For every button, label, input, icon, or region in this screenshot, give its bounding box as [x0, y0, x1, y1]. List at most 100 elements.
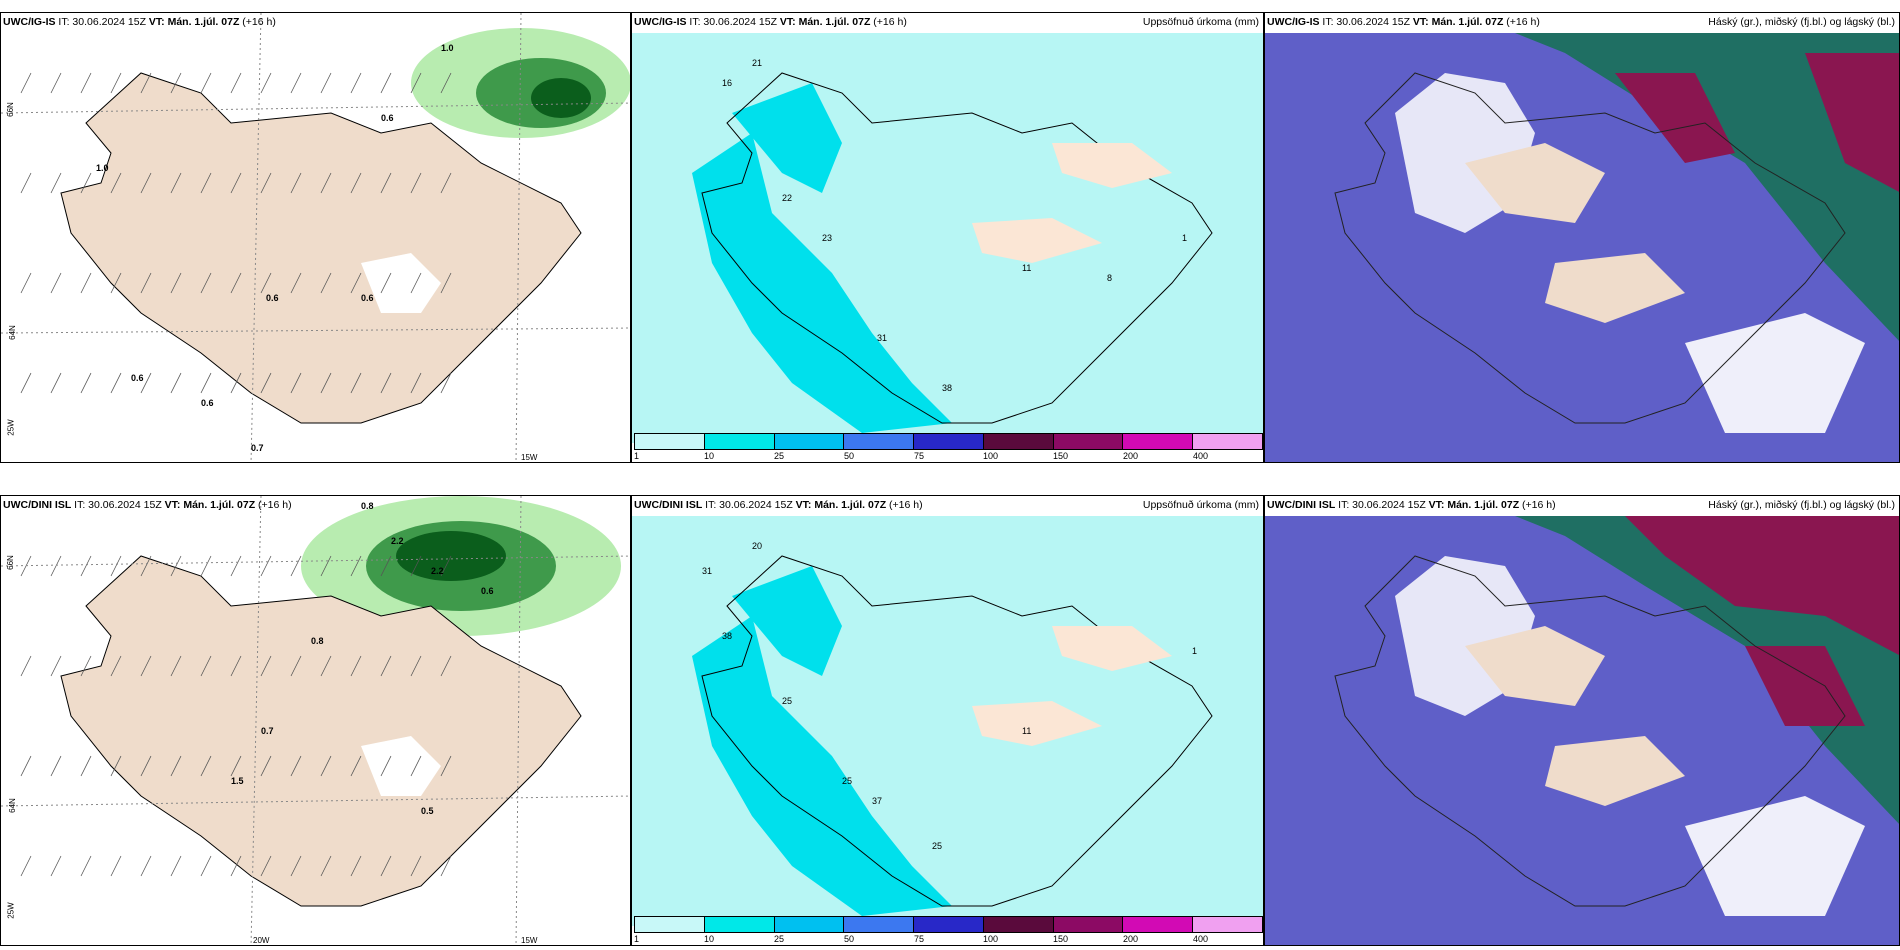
precip-value: 11	[1022, 726, 1032, 736]
colorbar-cell	[1193, 917, 1263, 932]
cloud-title: Háský (gr.), miðský (fj.bl.) og lágský (…	[1708, 16, 1895, 28]
wind-value: 2.2	[391, 536, 404, 546]
colorbar-label: 150	[1053, 934, 1069, 944]
wind-value: 2.2	[431, 566, 444, 576]
colorbar-label: 75	[914, 451, 925, 461]
colorbar-label: 10	[704, 451, 715, 461]
precip-title: Uppsöfnuð úrkoma (mm)	[1142, 16, 1259, 28]
panel-title: UWC/DINI ISL IT: 30.06.2024 15Z VT: Mán.…	[1267, 499, 1556, 511]
precip-value: 1	[1182, 233, 1188, 243]
cloud-panel-row2: UWC/DINI ISL IT: 30.06.2024 15Z VT: Mán.…	[1264, 495, 1900, 946]
precip-value: 37	[872, 796, 883, 806]
wind-value: 0.5	[421, 806, 434, 816]
panel-title: UWC/IG-IS IT: 30.06.2024 15Z VT: Mán. 1.…	[1267, 16, 1540, 28]
precip-value: 38	[722, 631, 733, 641]
panel-title: UWC/DINI ISL IT: 30.06.2024 15Z VT: Mán.…	[634, 499, 923, 511]
lat-label: 64N	[7, 325, 17, 340]
wind-value: 0.6	[201, 398, 214, 408]
precip-value: 31	[877, 333, 888, 343]
cloud-map	[1265, 33, 1899, 462]
wind-value: 0.6	[381, 113, 394, 123]
precip-title: Uppsöfnuð úrkoma (mm)	[1142, 499, 1259, 511]
precip-panel-row1: UWC/IG-IS IT: 30.06.2024 15Z VT: Mán. 1.…	[631, 12, 1264, 463]
precip-value: 23	[822, 233, 833, 243]
wind-value: 1.0	[441, 43, 454, 53]
wind-value: 0.8	[311, 636, 324, 646]
colorbar-label: 100	[983, 451, 999, 461]
precip-map	[632, 516, 1263, 926]
cloud-map	[1265, 516, 1899, 945]
colorbar-cell	[1053, 434, 1124, 449]
colorbar-cell	[704, 434, 775, 449]
wind-panel-row1: UWC/IG-IS IT: 30.06.2024 15Z VT: Mán. 1.…	[0, 12, 631, 463]
precip-value: 8	[1107, 273, 1113, 283]
precip-value: 1	[1192, 646, 1198, 656]
colorbar-cell	[983, 434, 1054, 449]
precip-value: 11	[1022, 263, 1032, 273]
colorbar-cell	[774, 434, 845, 449]
colorbar-label: 10	[704, 934, 715, 944]
colorbar-label: 1	[634, 451, 640, 461]
colorbar-cell	[844, 434, 915, 449]
colorbar-cell	[774, 917, 845, 932]
colorbar-cell	[914, 434, 984, 449]
wind-value: 1.5	[231, 776, 244, 786]
colorbar-cell	[635, 434, 705, 449]
colorbar-label: 1	[634, 934, 640, 944]
colorbar-cell	[1053, 917, 1124, 932]
precip-map	[632, 33, 1263, 443]
colorbar-label: 50	[844, 451, 855, 461]
colorbar-label: 400	[1193, 451, 1209, 461]
colorbar-cell	[1123, 434, 1194, 449]
panel-title: UWC/DINI ISL IT: 30.06.2024 15Z VT: Mán.…	[3, 499, 292, 511]
lon-label: 15W	[521, 936, 538, 945]
precip-value: 21	[752, 58, 763, 68]
colorbar	[634, 916, 1263, 933]
colorbar-label: 200	[1123, 451, 1139, 461]
precip-value: 25	[842, 776, 853, 786]
lon-label: 20W	[253, 936, 270, 945]
lat-label: 25W	[6, 419, 16, 436]
colorbar-label: 75	[914, 934, 925, 944]
colorbar-label: 50	[844, 934, 855, 944]
lat-label: 66N	[5, 555, 15, 570]
colorbar-labels: 1 10 25 50 75 100 150 200 400	[634, 934, 1263, 945]
colorbar-label: 25	[774, 934, 785, 944]
lat-label: 66N	[5, 102, 15, 117]
colorbar-cell	[1193, 434, 1263, 449]
precip-value: 31	[702, 566, 713, 576]
precip-value: 20	[752, 541, 763, 551]
colorbar	[634, 433, 1263, 450]
wind-value: 0.6	[131, 373, 144, 383]
precip-value: 25	[932, 841, 943, 851]
colorbar-cell	[635, 917, 705, 932]
colorbar-cell	[704, 917, 775, 932]
lat-label: 25W	[6, 902, 16, 919]
wind-panel-row2: UWC/DINI ISL IT: 30.06.2024 15Z VT: Mán.…	[0, 495, 631, 946]
wind-barbs	[20, 72, 452, 394]
precip-value: 25	[782, 696, 793, 706]
wind-map	[1, 496, 630, 945]
cloud-panel-row1: UWC/IG-IS IT: 30.06.2024 15Z VT: Mán. 1.…	[1264, 12, 1900, 463]
precip-panel-row2: UWC/DINI ISL IT: 30.06.2024 15Z VT: Mán.…	[631, 495, 1264, 946]
colorbar-label: 200	[1123, 934, 1139, 944]
precip-value: 38	[942, 383, 953, 393]
colorbar-labels: 1 10 25 50 75 100 150 200 400	[634, 451, 1263, 462]
colorbar-cell	[983, 917, 1054, 932]
wind-barbs	[20, 555, 452, 877]
wind-value: 0.8	[361, 501, 374, 511]
lon-label: 15W	[521, 453, 538, 462]
colorbar-label: 150	[1053, 451, 1069, 461]
colorbar-cell	[914, 917, 984, 932]
cloud-title: Háský (gr.), miðský (fj.bl.) og lágský (…	[1708, 499, 1895, 511]
precip-value: 16	[722, 78, 733, 88]
colorbar-cell	[1123, 917, 1194, 932]
colorbar-cell	[844, 917, 915, 932]
colorbar-label: 100	[983, 934, 999, 944]
colorbar-label: 25	[774, 451, 785, 461]
wind-value: 0.7	[251, 443, 264, 453]
lat-label: 64N	[7, 798, 17, 813]
panel-title: UWC/IG-IS IT: 30.06.2024 15Z VT: Mán. 1.…	[634, 16, 907, 28]
precip-value: 22	[782, 193, 793, 203]
wind-value: 0.7	[261, 726, 274, 736]
